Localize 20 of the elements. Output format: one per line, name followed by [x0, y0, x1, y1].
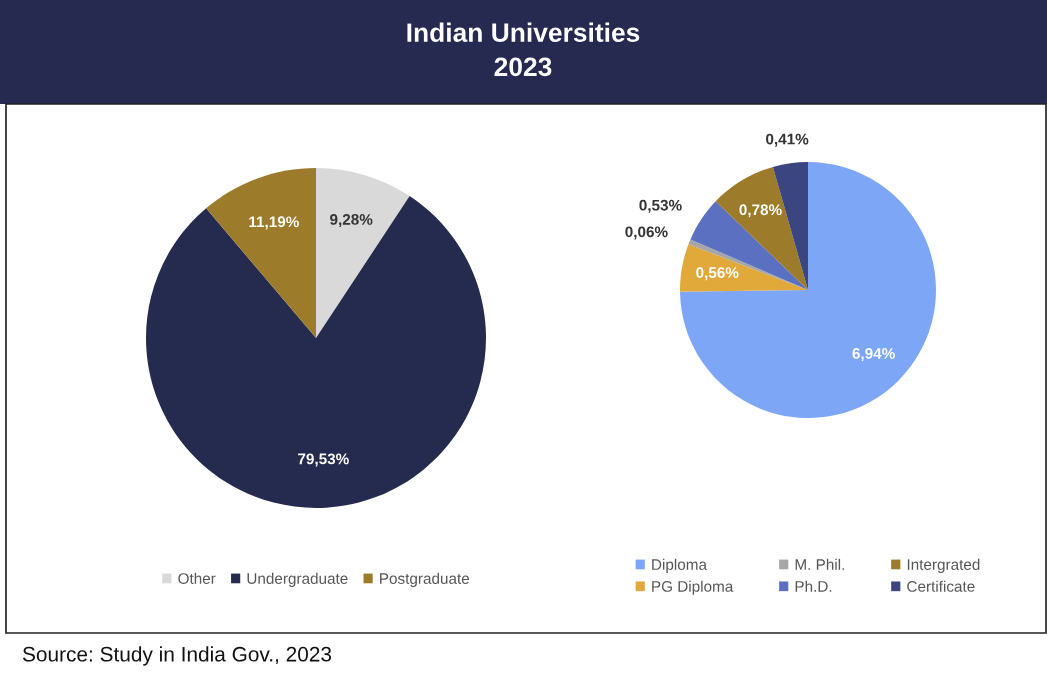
legend-label: Intergrated — [907, 558, 980, 573]
legend-label: Undergraduate — [247, 572, 348, 587]
data-label: 0,53% — [639, 199, 682, 213]
legend-label: M. Phil. — [795, 558, 844, 570]
legend-label: Ph.D. — [795, 580, 832, 592]
data-label: 6,94% — [852, 348, 895, 362]
source-note: Source: Study in India Gov., 2023 — [22, 646, 332, 666]
data-label: 79,53% — [298, 453, 349, 467]
legend-label: PG Diploma — [652, 580, 734, 595]
legend-label: Certificate — [907, 580, 975, 592]
legend-label: Diploma — [652, 558, 707, 573]
data-label: 11,19% — [249, 216, 299, 230]
chart-title: Indian Universities 2023 — [407, 22, 640, 77]
data-label: 0,06% — [625, 226, 668, 240]
legend-label: Other — [178, 572, 216, 584]
data-label: 0,41% — [766, 133, 809, 147]
data-label: 0,56% — [696, 267, 739, 281]
legend-label: Postgraduate — [380, 572, 470, 587]
data-label: 9,28% — [330, 214, 373, 228]
data-label: 0,78% — [739, 204, 782, 218]
